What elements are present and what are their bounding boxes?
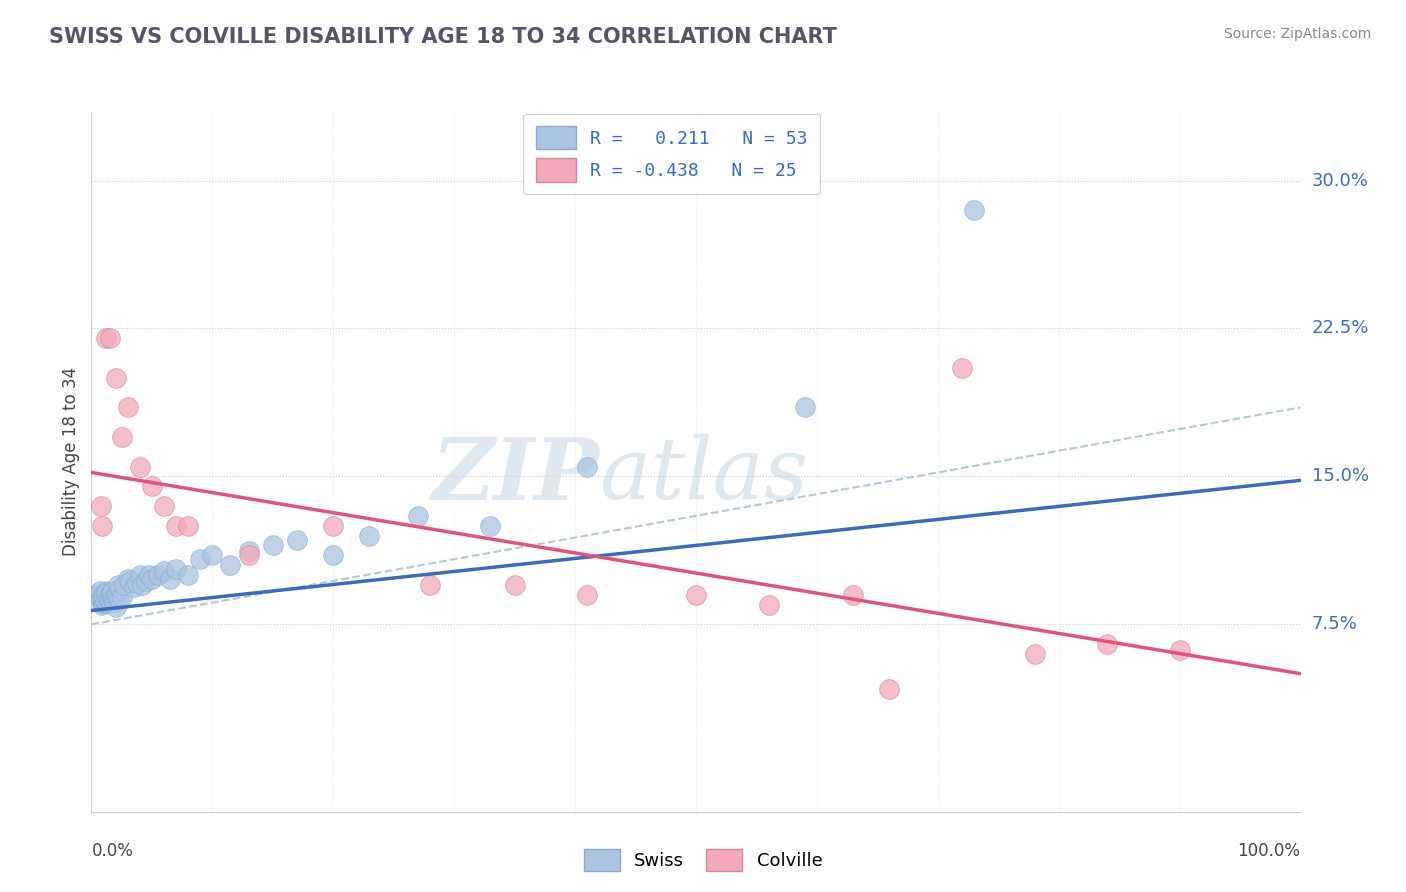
Text: 0.0%: 0.0% <box>91 842 134 860</box>
Point <box>98 593 121 607</box>
Point <box>94 583 117 598</box>
Point <box>359 528 381 542</box>
Point <box>90 591 112 606</box>
Point <box>112 578 135 592</box>
Point <box>322 549 344 563</box>
Point <box>201 549 224 563</box>
Text: 22.5%: 22.5% <box>1312 319 1369 337</box>
Point <box>91 518 114 533</box>
Point <box>127 575 149 590</box>
Point <box>576 588 599 602</box>
Point <box>122 580 145 594</box>
Point <box>479 518 502 533</box>
Point <box>89 583 111 598</box>
Point <box>138 568 160 582</box>
Point <box>94 586 117 600</box>
Point <box>94 331 117 345</box>
Point <box>105 586 128 600</box>
Point <box>159 572 181 586</box>
Point <box>262 538 284 552</box>
Point <box>793 401 815 415</box>
Point <box>238 544 260 558</box>
Point <box>107 578 129 592</box>
Point <box>238 549 260 563</box>
Text: 100.0%: 100.0% <box>1237 842 1301 860</box>
Point <box>104 599 127 614</box>
Point <box>100 586 122 600</box>
Point <box>879 682 901 697</box>
Point <box>153 564 176 578</box>
Point <box>101 583 124 598</box>
Point <box>758 598 780 612</box>
Point <box>135 574 157 588</box>
Point <box>177 568 200 582</box>
Point <box>128 459 150 474</box>
Text: 7.5%: 7.5% <box>1312 615 1358 633</box>
Point <box>103 596 125 610</box>
Point <box>117 401 139 415</box>
Point <box>98 331 121 345</box>
Point <box>1095 637 1118 651</box>
Point <box>110 582 132 596</box>
Point <box>101 591 124 606</box>
Point <box>322 518 344 533</box>
Point <box>104 588 127 602</box>
Point <box>91 598 114 612</box>
Point <box>96 596 118 610</box>
Point <box>219 558 242 573</box>
Point <box>111 590 132 604</box>
Point <box>153 499 176 513</box>
Text: Source: ZipAtlas.com: Source: ZipAtlas.com <box>1223 27 1371 41</box>
Point <box>141 572 163 586</box>
Point <box>111 430 132 444</box>
Point <box>503 578 526 592</box>
Point <box>146 568 169 582</box>
Point <box>406 508 429 523</box>
Text: ZIP: ZIP <box>432 434 599 517</box>
Point <box>685 588 707 602</box>
Point <box>177 518 200 533</box>
Point <box>97 591 120 606</box>
Point <box>120 574 142 588</box>
Point <box>165 518 187 533</box>
Point <box>131 578 153 592</box>
Point <box>93 588 115 602</box>
Point <box>93 596 115 610</box>
Point <box>188 552 211 566</box>
Point <box>950 360 973 375</box>
Point <box>108 591 131 606</box>
Y-axis label: Disability Age 18 to 34: Disability Age 18 to 34 <box>62 367 80 557</box>
Point <box>86 588 108 602</box>
Point <box>1168 643 1191 657</box>
Point <box>1024 647 1046 661</box>
Point <box>963 203 986 218</box>
Point <box>419 578 441 592</box>
Text: SWISS VS COLVILLE DISABILITY AGE 18 TO 34 CORRELATION CHART: SWISS VS COLVILLE DISABILITY AGE 18 TO 3… <box>49 27 837 46</box>
Legend: Swiss, Colville: Swiss, Colville <box>576 842 830 879</box>
Point <box>285 533 308 547</box>
Point <box>842 588 865 602</box>
Text: atlas: atlas <box>599 434 808 517</box>
Point <box>104 371 127 385</box>
Point <box>141 479 163 493</box>
Point <box>128 568 150 582</box>
Text: 30.0%: 30.0% <box>1312 171 1368 189</box>
Point <box>93 593 115 607</box>
Point <box>90 499 112 513</box>
Point <box>117 572 139 586</box>
Text: 15.0%: 15.0% <box>1312 467 1368 485</box>
Point <box>576 459 599 474</box>
Legend: R =   0.211   N = 53, R = -0.438   N = 25: R = 0.211 N = 53, R = -0.438 N = 25 <box>523 113 820 194</box>
Point <box>93 591 115 606</box>
Point <box>98 588 121 602</box>
Point <box>165 562 187 576</box>
